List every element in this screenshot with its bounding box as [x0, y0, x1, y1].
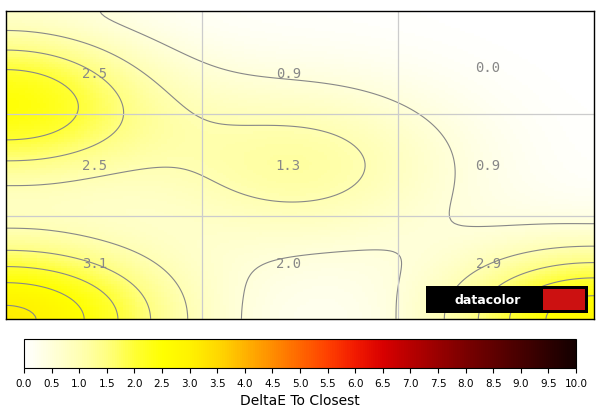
Text: 0.0: 0.0 — [476, 61, 501, 74]
Text: datacolor: datacolor — [454, 293, 521, 306]
Text: 2.5: 2.5 — [82, 159, 107, 173]
Text: 3.1: 3.1 — [82, 257, 107, 271]
Text: 2.0: 2.0 — [275, 257, 301, 271]
Text: 0.9: 0.9 — [275, 67, 301, 81]
Text: 1.3: 1.3 — [275, 159, 301, 173]
X-axis label: DeltaE To Closest: DeltaE To Closest — [240, 393, 360, 407]
Text: 2.5: 2.5 — [82, 67, 107, 81]
Text: 0.9: 0.9 — [476, 159, 501, 173]
Text: 2.9: 2.9 — [476, 257, 501, 271]
Bar — [542, 289, 585, 310]
